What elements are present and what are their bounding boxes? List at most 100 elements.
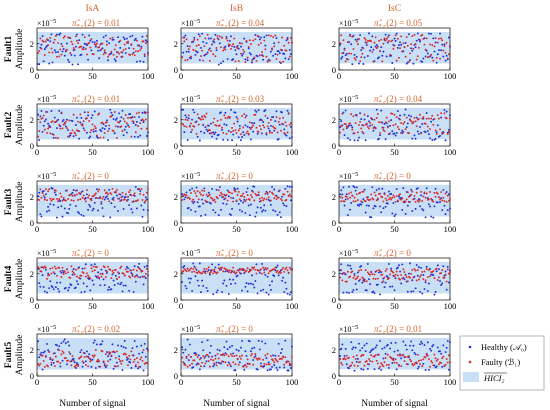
faulty-point <box>389 132 392 135</box>
faulty-point <box>77 365 80 368</box>
faulty-point <box>99 196 102 199</box>
healthy-point <box>87 208 90 211</box>
faulty-point <box>285 124 288 127</box>
healthy-point <box>131 34 134 37</box>
faulty-point <box>111 187 114 190</box>
faulty-point <box>89 197 92 200</box>
healthy-point <box>182 351 185 354</box>
faulty-point <box>218 194 221 197</box>
faulty-point <box>216 271 219 274</box>
faulty-point <box>278 270 281 273</box>
faulty-point <box>130 350 133 353</box>
faulty-point <box>245 198 248 201</box>
faulty-point <box>412 120 415 123</box>
healthy-point <box>43 290 46 293</box>
healthy-point <box>88 353 91 356</box>
y-exponent: ×10−5 <box>181 18 200 28</box>
healthy-point <box>412 290 415 293</box>
faulty-point <box>285 266 288 269</box>
faulty-point <box>435 267 438 270</box>
healthy-point <box>91 209 94 212</box>
faulty-point <box>86 272 88 275</box>
healthy-point <box>80 213 83 216</box>
faulty-point <box>249 43 252 46</box>
healthy-point <box>412 62 415 65</box>
faulty-point <box>131 53 134 56</box>
faulty-point <box>415 279 418 282</box>
healthy-point <box>44 268 47 271</box>
healthy-point <box>89 205 92 208</box>
healthy-point <box>124 284 127 287</box>
healthy-point <box>181 281 184 283</box>
healthy-point <box>145 40 148 43</box>
faulty-point <box>37 266 40 269</box>
x-tick-label: 100 <box>444 224 457 234</box>
faulty-point <box>424 48 427 51</box>
healthy-point <box>343 354 346 357</box>
healthy-point <box>220 111 222 114</box>
healthy-point <box>71 273 74 276</box>
healthy-point <box>59 281 62 284</box>
faulty-point <box>90 199 93 202</box>
x-tick-label: 100 <box>286 147 299 157</box>
faulty-point <box>278 189 281 192</box>
faulty-point <box>442 132 445 134</box>
faulty-point <box>372 60 375 63</box>
faulty-point <box>449 117 451 120</box>
healthy-point <box>242 52 245 55</box>
healthy-point <box>233 187 236 190</box>
faulty-point <box>81 360 84 363</box>
faulty-point <box>60 353 63 356</box>
faulty-point <box>378 121 380 124</box>
faulty-point <box>103 49 106 52</box>
healthy-point <box>205 360 208 363</box>
healthy-point <box>416 32 419 35</box>
faulty-point <box>393 361 396 364</box>
healthy-point <box>139 190 142 192</box>
faulty-point <box>216 34 219 37</box>
y-exponent: ×10−5 <box>339 324 358 334</box>
healthy-point <box>41 368 44 371</box>
healthy-point <box>381 187 384 190</box>
faulty-point <box>105 270 108 273</box>
y-exponent: ×10−5 <box>37 324 56 334</box>
healthy-point <box>351 126 354 129</box>
faulty-point <box>208 129 211 132</box>
faulty-point <box>69 193 72 196</box>
faulty-point <box>238 271 241 274</box>
faulty-point <box>143 53 146 56</box>
healthy-point <box>212 209 215 212</box>
faulty-point <box>416 269 419 271</box>
faulty-point <box>71 355 74 358</box>
faulty-point <box>239 133 242 136</box>
faulty-point <box>124 47 127 50</box>
faulty-point <box>43 128 46 131</box>
faulty-point <box>423 270 426 273</box>
healthy-point <box>210 344 212 347</box>
healthy-point <box>355 288 358 291</box>
faulty-point <box>420 190 423 193</box>
x-tick-label: 50 <box>390 301 399 311</box>
healthy-point <box>427 282 430 285</box>
healthy-point <box>128 47 131 50</box>
healthy-point <box>262 209 265 211</box>
faulty-point <box>249 269 252 272</box>
faulty-point <box>95 134 98 137</box>
faulty-point <box>80 274 83 277</box>
healthy-point <box>395 32 398 35</box>
faulty-point <box>110 354 113 357</box>
healthy-point <box>108 188 111 191</box>
faulty-point <box>342 128 345 131</box>
healthy-point <box>272 116 275 118</box>
healthy-point <box>393 132 396 135</box>
healthy-point <box>193 265 196 268</box>
healthy-point <box>366 368 369 370</box>
faulty-point <box>231 269 234 272</box>
healthy-point <box>369 283 372 286</box>
healthy-point <box>127 124 129 127</box>
healthy-point <box>404 344 407 347</box>
faulty-point <box>139 122 142 125</box>
healthy-point <box>124 347 127 349</box>
healthy-point <box>66 42 68 45</box>
faulty-point <box>82 120 85 123</box>
